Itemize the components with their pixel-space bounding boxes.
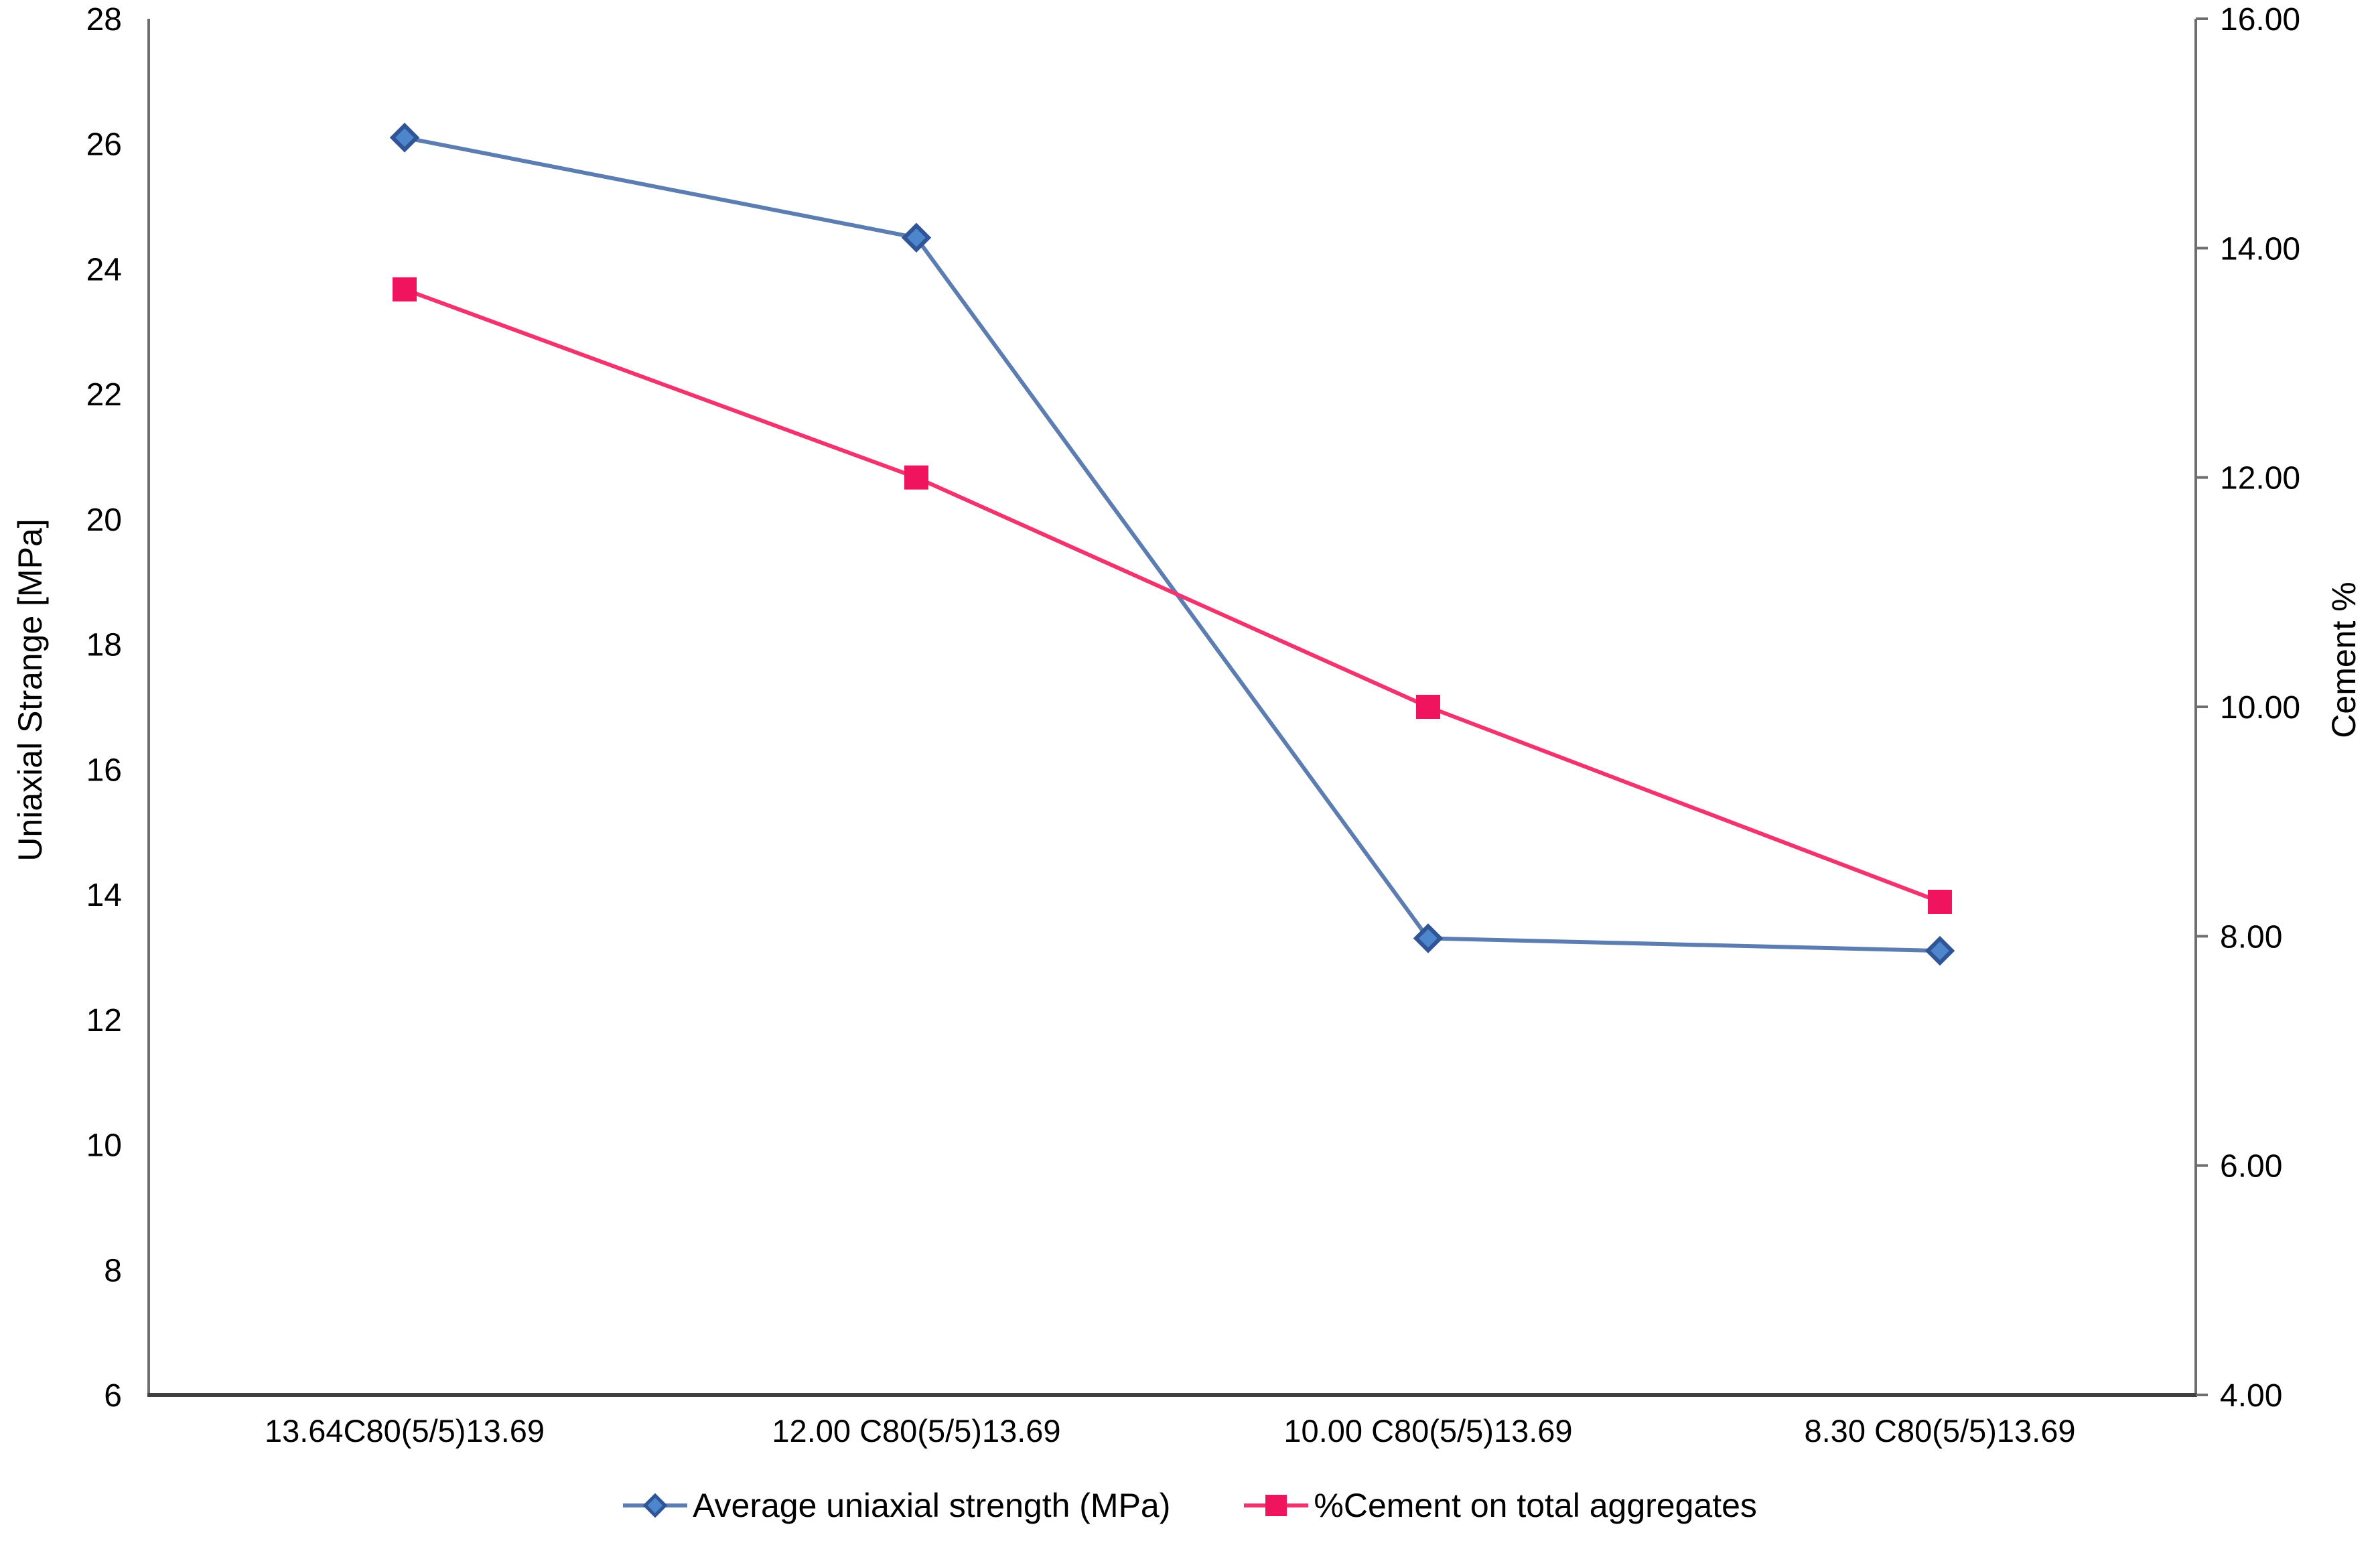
- right-axis-tick-label: 8.00: [2220, 919, 2282, 955]
- right-axis-tick-label: 4.00: [2220, 1378, 2282, 1414]
- square-marker-icon: [1265, 1495, 1287, 1516]
- x-axis-category-label: 8.30 C80(5/5)13.69: [1804, 1413, 2075, 1449]
- legend-label-avg-uniaxial-strength: Average uniaxial strength (MPa): [693, 1487, 1171, 1524]
- left-axis-tick-label: 14: [86, 878, 122, 913]
- left-axis-tick-label: 6: [104, 1378, 122, 1414]
- data-point-diamond-marker: [901, 222, 932, 253]
- left-axis-tick-label: 20: [86, 502, 122, 538]
- left-axis-tick-label: 26: [86, 127, 122, 163]
- left-axis-tick-label: 18: [86, 628, 122, 663]
- data-point-square-marker: [1416, 695, 1440, 719]
- right-axis-title: Cement %: [2325, 582, 2363, 738]
- chart-legend: Average uniaxial strength (MPa) %Cement …: [0, 1486, 2380, 1525]
- left-axis-tick-label: 12: [86, 1003, 122, 1038]
- right-axis-tick-label: 12.00: [2220, 461, 2300, 496]
- diamond-marker-icon: [642, 1493, 668, 1518]
- x-axis-category-label: 13.64C80(5/5)13.69: [265, 1413, 545, 1449]
- left-axis-tick-label: 22: [86, 377, 122, 413]
- left-axis-tick-label: 8: [104, 1253, 122, 1288]
- data-point-diamond-marker: [1413, 923, 1444, 953]
- legend-label-cement-percent: %Cement on total aggregates: [1314, 1487, 1757, 1524]
- left-axis-tick-label: 24: [86, 252, 122, 287]
- legend-line-diamond-icon: [623, 1488, 688, 1523]
- x-axis-category-label: 10.00 C80(5/5)13.69: [1283, 1413, 1572, 1449]
- legend-item-cement-percent: %Cement on total aggregates: [1244, 1486, 1757, 1525]
- left-axis-tick-label: 16: [86, 752, 122, 788]
- right-axis-tick-label: 14.00: [2220, 231, 2300, 267]
- left-axis-tick-label: 28: [86, 2, 122, 38]
- right-axis-tick-label: 10.00: [2220, 690, 2300, 726]
- right-axis-tick-label: 6.00: [2220, 1149, 2282, 1185]
- data-point-square-marker: [393, 277, 417, 301]
- data-point-diamond-marker: [389, 123, 420, 153]
- left-axis-title: Uniaxial Strange [MPa]: [11, 519, 49, 861]
- legend-item-avg-uniaxial-strength: Average uniaxial strength (MPa): [623, 1486, 1170, 1525]
- series-line-0: [404, 135, 1941, 953]
- right-axis-tick-label: 16.00: [2220, 2, 2300, 38]
- data-point-square-marker: [904, 465, 928, 490]
- legend-line-square-icon: [1244, 1488, 1309, 1523]
- left-axis-tick-label: 10: [86, 1128, 122, 1164]
- data-point-square-marker: [1928, 889, 1952, 914]
- data-point-diamond-marker: [1924, 935, 1955, 966]
- x-axis-category-label: 12.00 C80(5/5)13.69: [772, 1413, 1060, 1449]
- series-line-1: [403, 287, 1941, 904]
